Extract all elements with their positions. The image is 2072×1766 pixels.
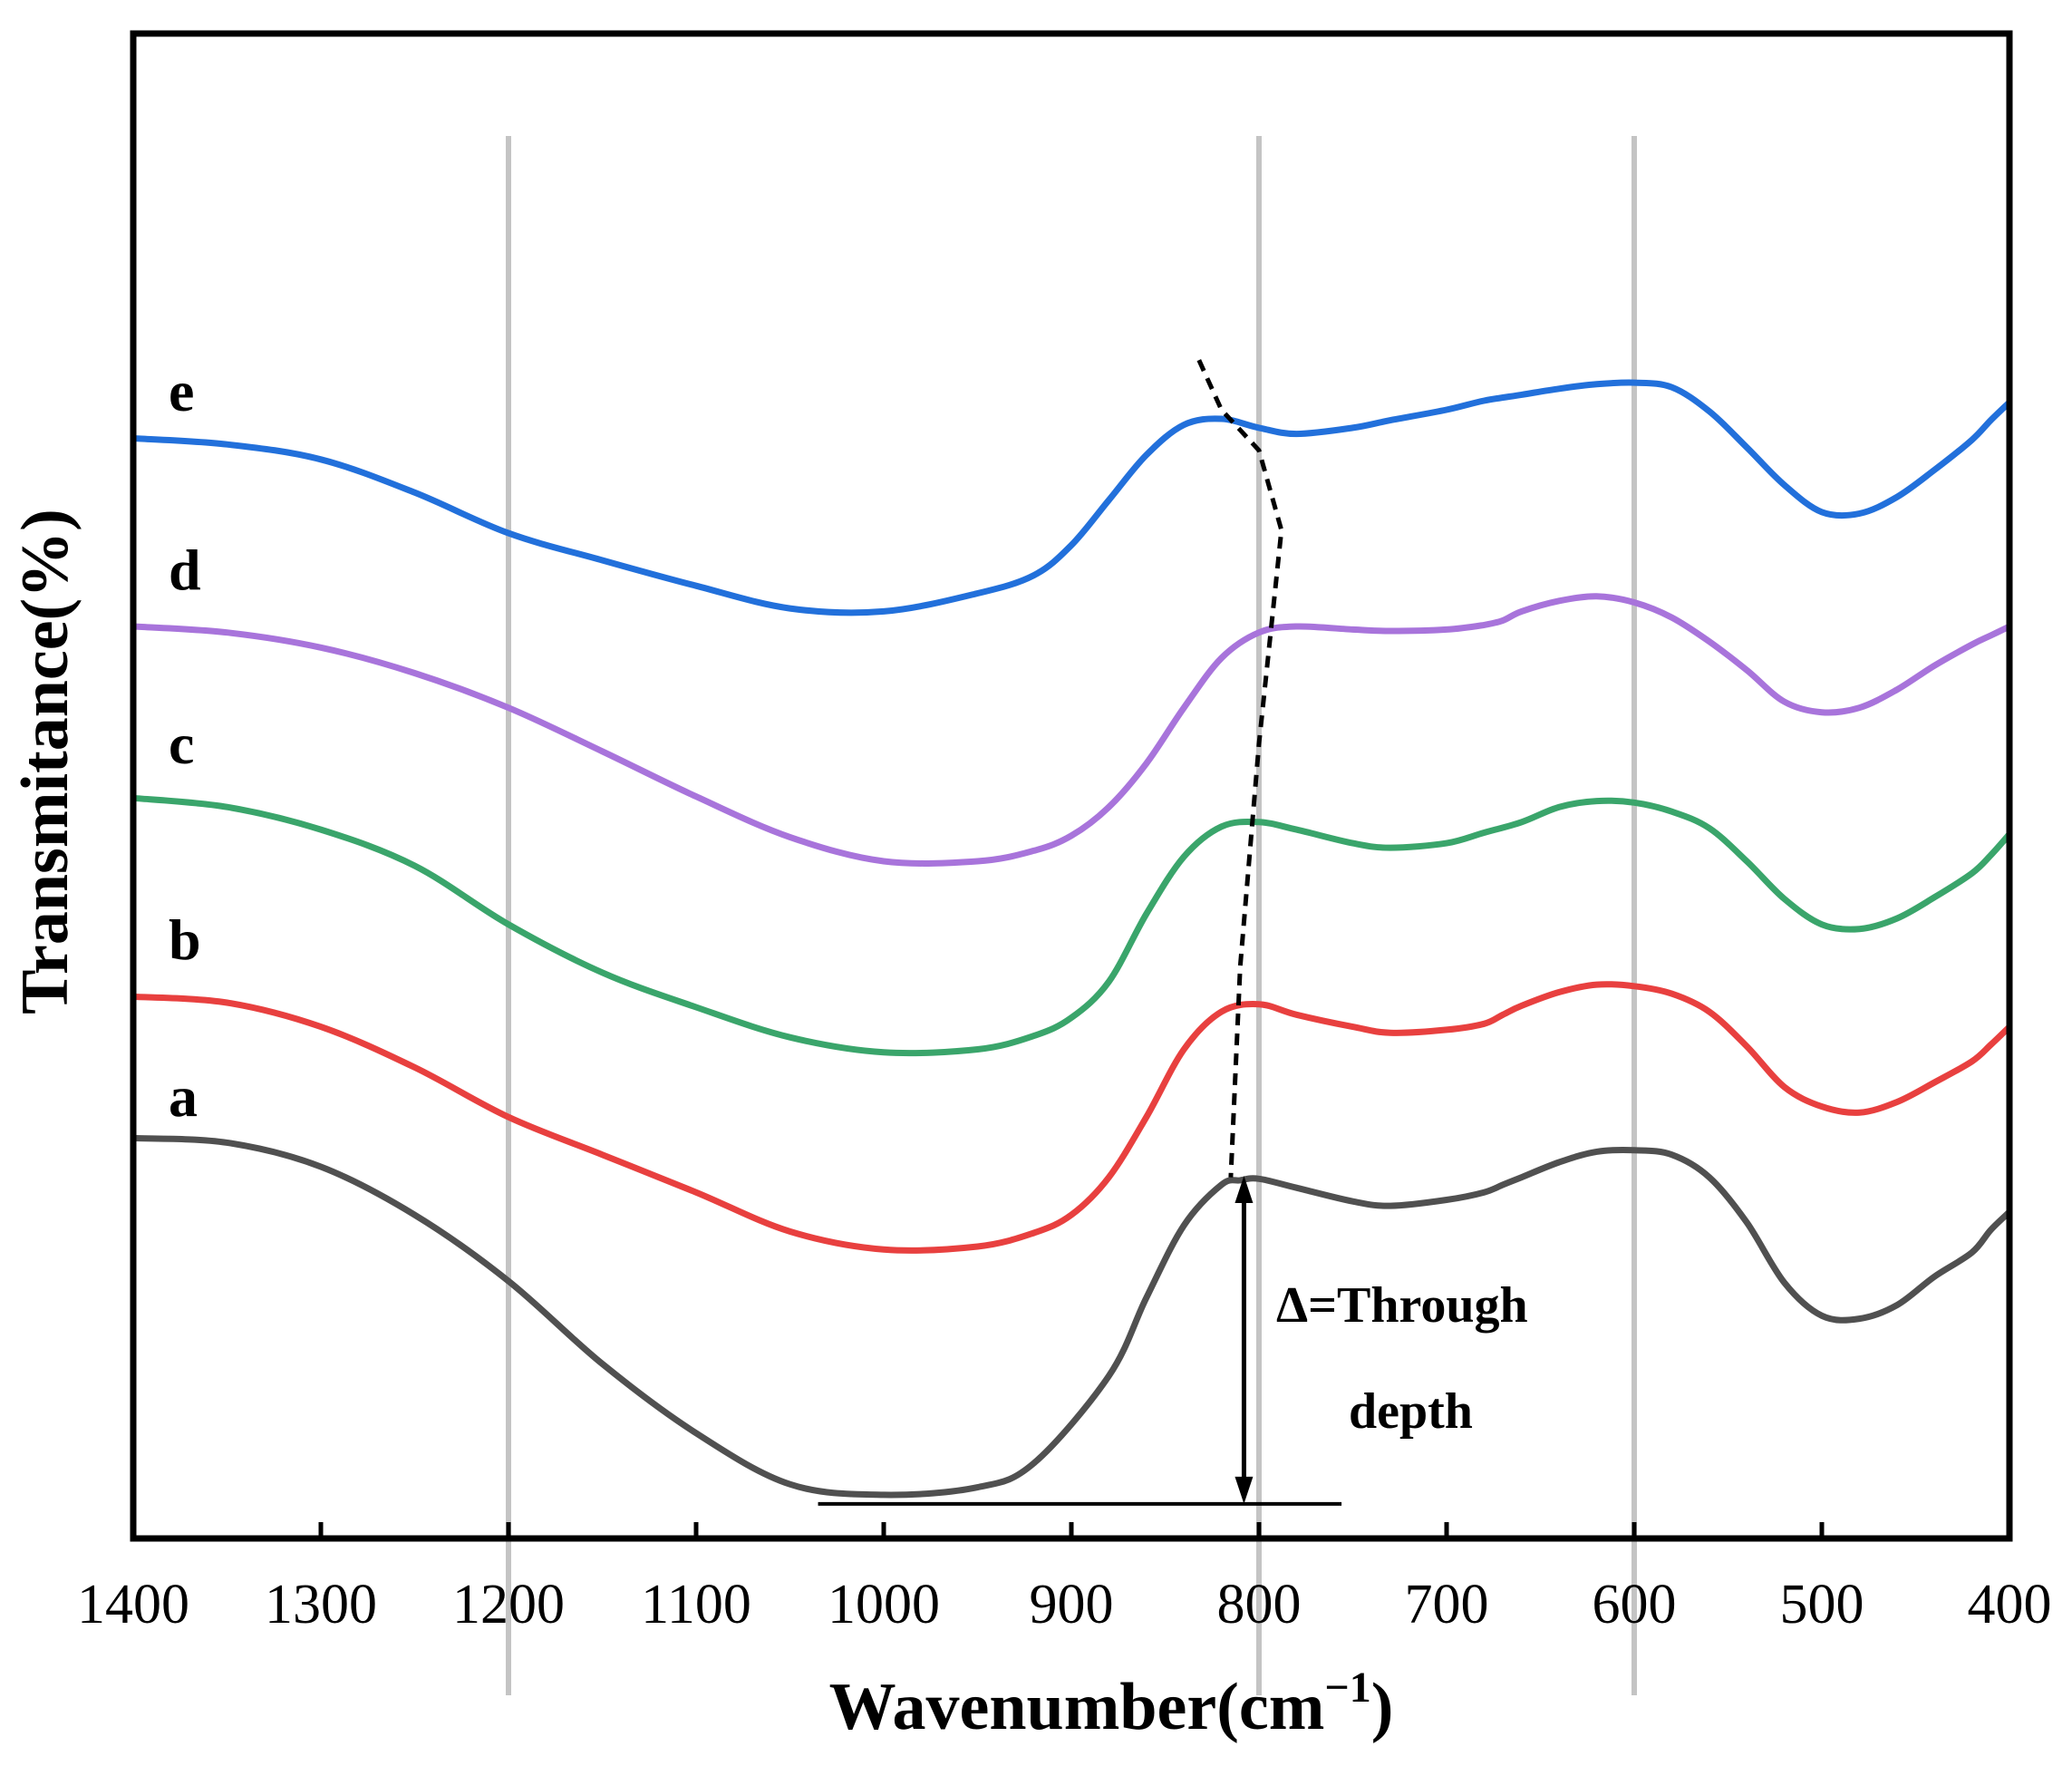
series-label-e: e [169, 359, 194, 423]
series-layer [130, 379, 2013, 1499]
series-labels: a b c d e [169, 359, 201, 1129]
x-tick-label-1200: 1200 [452, 1574, 565, 1635]
reference-lines [506, 136, 1637, 1695]
series-line-c [130, 794, 2013, 1057]
x-axis-ticks: 1400 1300 1200 1100 1000 900 800 700 600 500 400 [77, 1522, 2052, 1635]
x-tick-label-1000: 1000 [828, 1574, 940, 1635]
x-axis-title: Wavenumber(cm−1) [829, 1664, 1394, 1744]
depth-arrow-head-top [1234, 1175, 1254, 1203]
annotation-label-line2: depth [1349, 1383, 1473, 1440]
plot-frame [130, 30, 2013, 1542]
x-tick-label-1300: 1300 [265, 1574, 377, 1635]
series-line-e [130, 379, 2013, 616]
depth-arrow-head-bottom [1234, 1476, 1254, 1504]
series-label-c: c [169, 712, 194, 776]
x-tick-label-600: 600 [1593, 1574, 1677, 1635]
x-tick-label-1100: 1100 [641, 1574, 751, 1635]
series-label-b: b [169, 907, 201, 972]
series-label-d: d [169, 538, 201, 602]
series-line-a [130, 1134, 2013, 1499]
x-tick-label-800: 800 [1217, 1574, 1302, 1635]
series-line-b [130, 981, 2013, 1254]
trend-dashed-line [1196, 359, 1284, 1178]
annotation-layer: Δ=Through depth [818, 359, 1528, 1506]
x-tick-label-400: 400 [1968, 1574, 2052, 1635]
x-tick-label-500: 500 [1780, 1574, 1864, 1635]
y-axis-title: Transmitance(%) [8, 509, 82, 1014]
x-tick-label-1400: 1400 [77, 1574, 189, 1635]
annotation-label-line1: Δ=Through [1276, 1277, 1528, 1334]
x-tick-label-700: 700 [1405, 1574, 1489, 1635]
series-label-a: a [169, 1064, 198, 1129]
x-tick-label-900: 900 [1030, 1574, 1114, 1635]
series-line-d [130, 593, 2013, 867]
